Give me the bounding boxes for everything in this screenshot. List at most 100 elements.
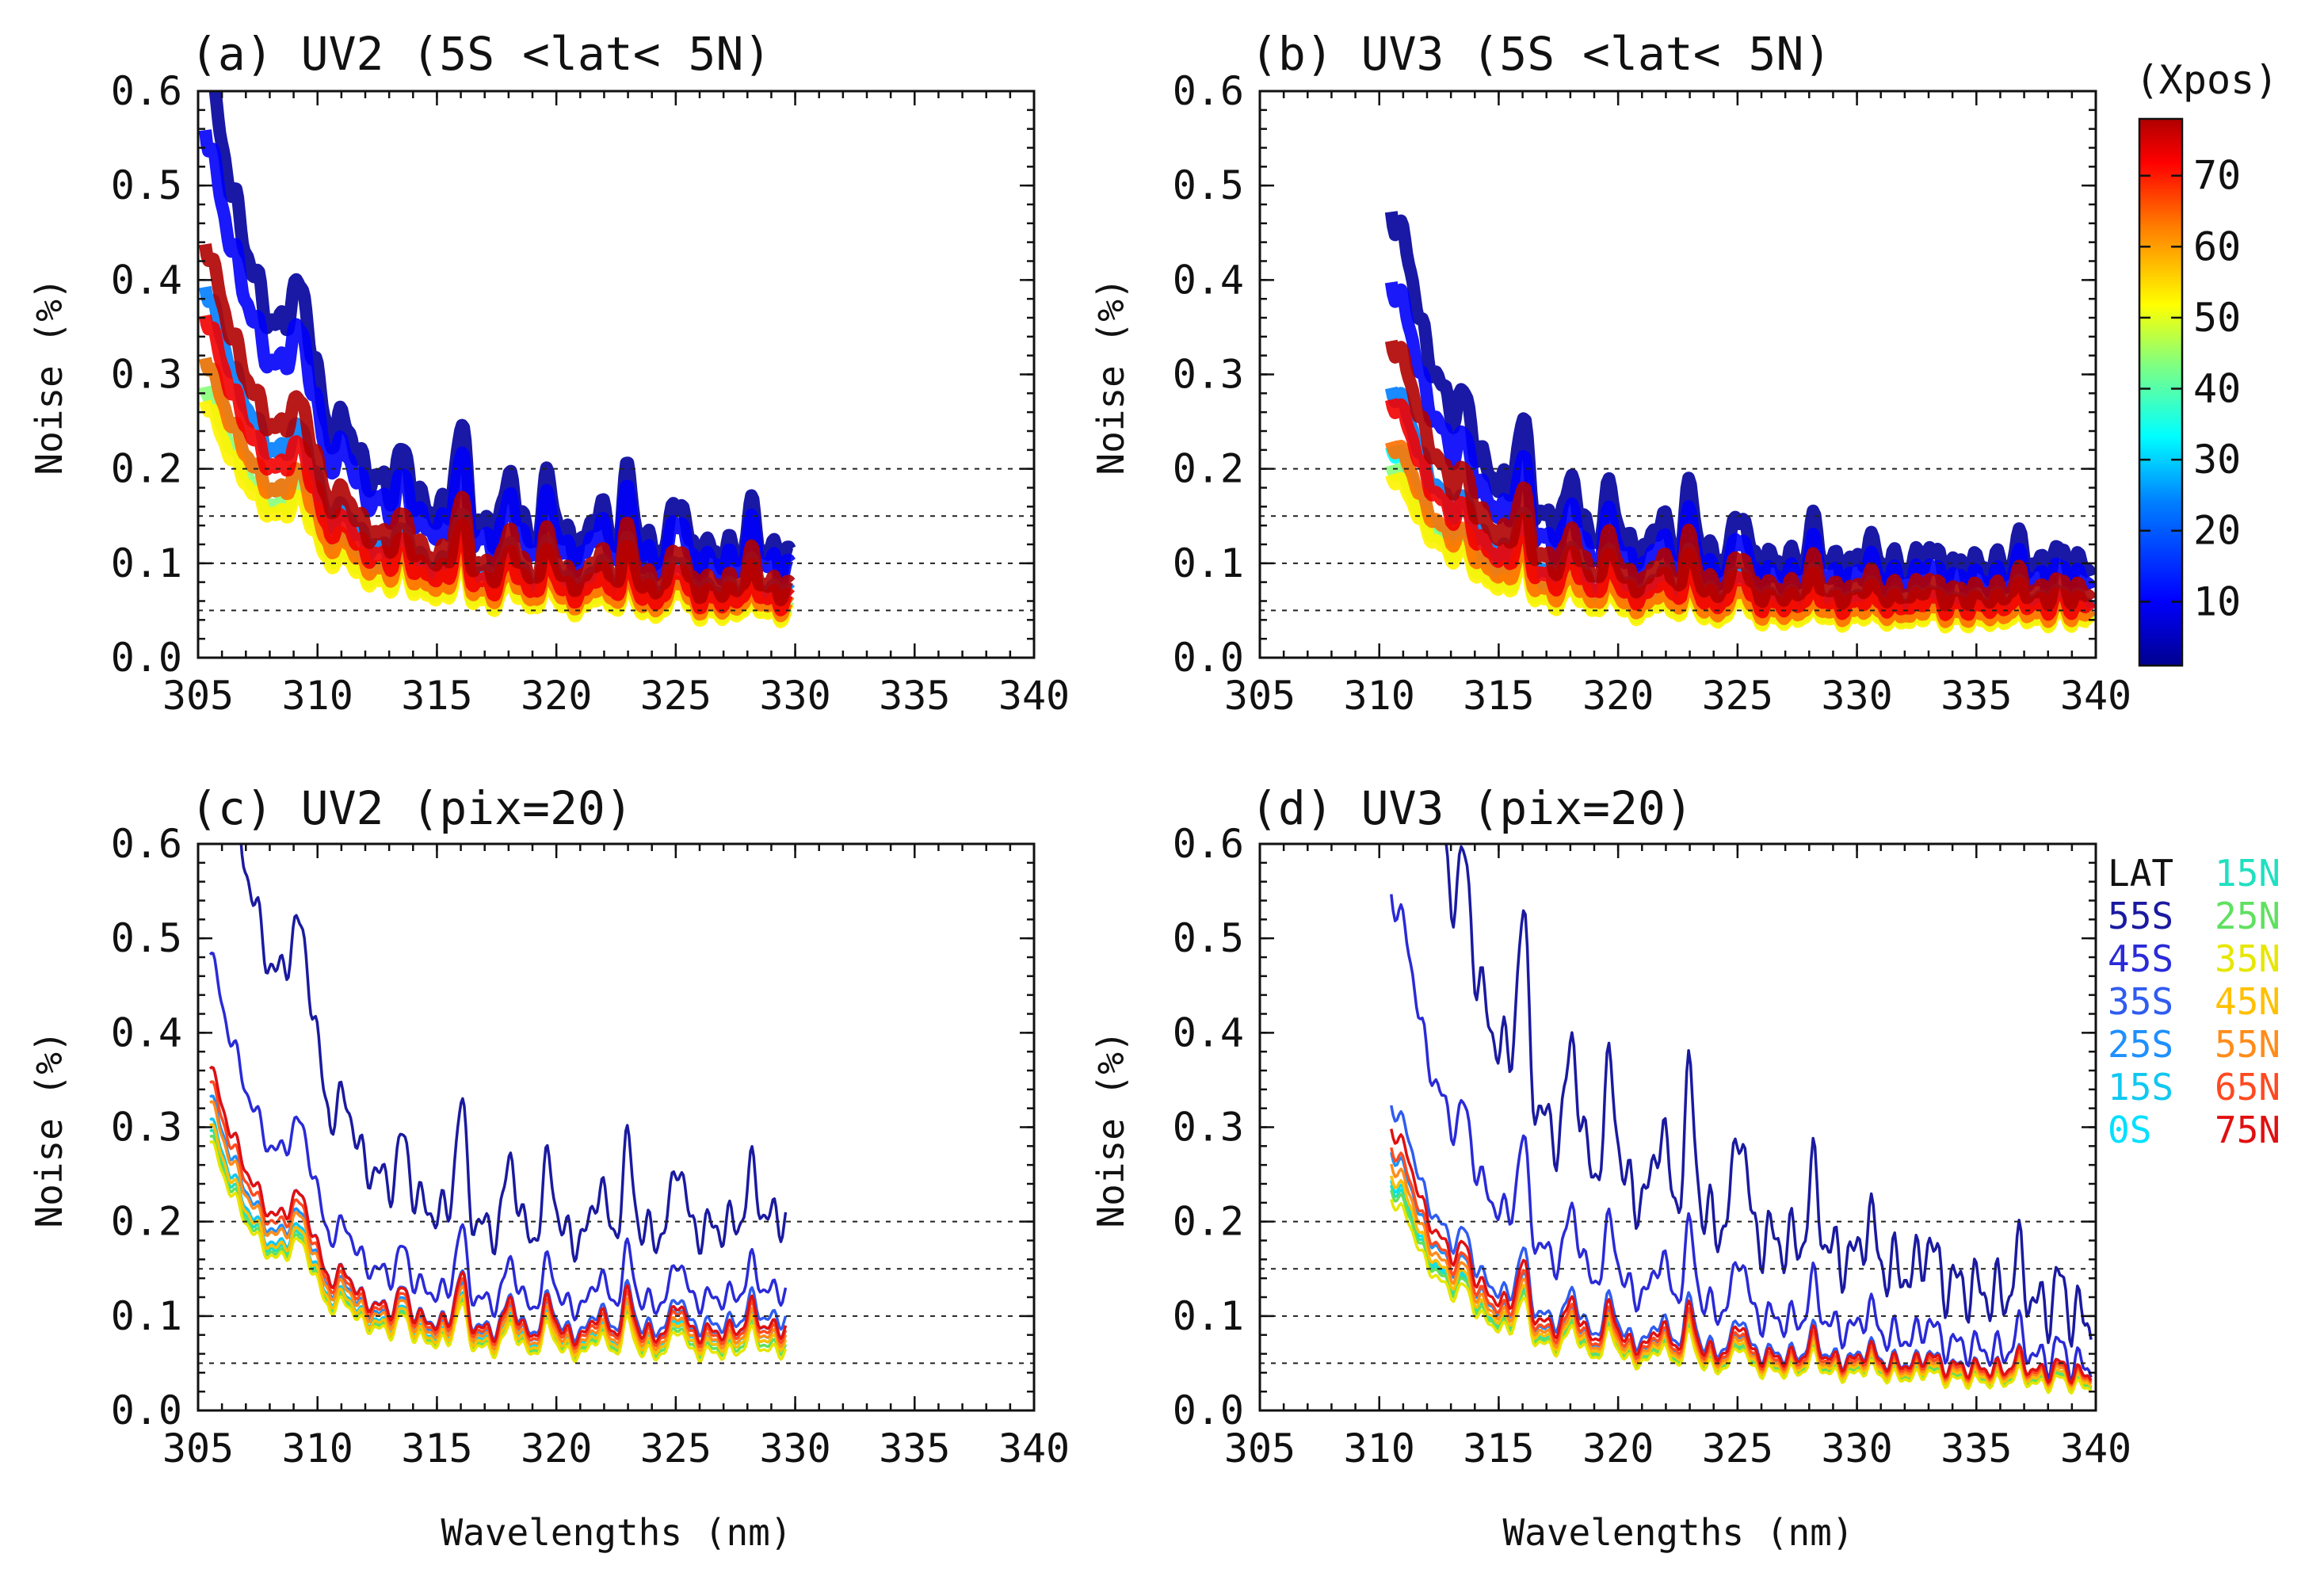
panel-c-frame — [197, 842, 1036, 1412]
panel-d-title: (d) UV3 (pix=20) — [1250, 781, 1693, 835]
panel-d-ytick-label: 0.5 — [1173, 915, 1244, 961]
panel-c-series — [208, 844, 788, 1364]
panel-a-xtick-label: 305 — [162, 673, 234, 719]
legend-item-35S: 35S — [2108, 980, 2173, 1023]
panel-c-xtick-label: 330 — [759, 1426, 830, 1471]
panel-a-series-xpos-10 — [199, 129, 796, 591]
panel-d-xtick-label: 310 — [1344, 1426, 1415, 1471]
panel-a-xtick-label: 320 — [521, 673, 592, 719]
legend-item-55S: 55S — [2108, 895, 2173, 937]
colorbar-tick-label: 70 — [2193, 153, 2241, 199]
panel-d-ytick-label: 0.0 — [1173, 1387, 1244, 1433]
panel-d-xtick-label: 335 — [1940, 1426, 2012, 1471]
colorbar-tick-label: 40 — [2193, 366, 2241, 412]
panel-d-frame — [1258, 842, 2097, 1412]
panel-c-ytick-label: 0.3 — [111, 1105, 182, 1151]
panel-d-xtick-label: 315 — [1463, 1426, 1534, 1471]
legend-item-75N: 75N — [2215, 1109, 2280, 1151]
panel-d-ytick-label: 0.4 — [1173, 1010, 1244, 1055]
colorbar-tick-label: 30 — [2193, 437, 2241, 483]
panel-a-title: (a) UV2 (5S <lat< 5N) — [190, 27, 771, 81]
panel-b-xtick-label: 310 — [1344, 673, 1415, 719]
panel-c-ytick-label: 0.4 — [111, 1010, 182, 1055]
colorbar: (Xpos) 10 20 30 40 50 60 70 — [2135, 57, 2279, 667]
panel-b-xtick-label: 315 — [1463, 673, 1534, 719]
panel-c: (c) UV2 (pix=20) Noise (%) Wavelengths (… — [28, 781, 1070, 1554]
panel-a-ylabel: Noise (%) — [28, 277, 71, 475]
panel-c-ytick-label: 0.0 — [111, 1387, 182, 1433]
panel-d-ytick-label: 0.3 — [1173, 1105, 1244, 1151]
panel-c-xtick-label: 320 — [521, 1426, 592, 1471]
panel-d-xtick-label: 330 — [1821, 1426, 1892, 1471]
panel-b-ytick-label: 0.2 — [1173, 446, 1244, 492]
panel-a-ytick-label: 0.0 — [111, 635, 182, 681]
panel-c-ytick-label: 0.2 — [111, 1199, 182, 1245]
panel-c-series-75N — [208, 1066, 788, 1347]
panel-a-xtick-label: 335 — [879, 673, 950, 719]
panel-b-series-xpos-78 — [1384, 339, 2096, 612]
panel-a-ytick-label: 0.6 — [111, 68, 182, 114]
panel-b-xtick-label: 330 — [1821, 673, 1892, 719]
panel-b-series-xpos-2 — [1384, 211, 2096, 590]
panel-b-ytick-label: 0.4 — [1173, 257, 1244, 303]
panel-d: (d) UV3 (pix=20) Noise (%) Wavelengths (… — [1089, 781, 2131, 1554]
legend-item-15S: 15S — [2108, 1066, 2173, 1109]
panel-c-xtick-label: 305 — [162, 1426, 234, 1471]
panel-a-xtick-label: 330 — [759, 673, 830, 719]
panel-d-ytick-label: 0.1 — [1173, 1293, 1244, 1339]
legend-item-25S: 25S — [2108, 1023, 2173, 1066]
panel-a-xtick-label: 315 — [401, 673, 472, 719]
legend-header: LAT — [2108, 852, 2173, 895]
panel-d-xtick-label: 305 — [1224, 1426, 1296, 1471]
panel-c-xtick-label: 335 — [879, 1426, 950, 1471]
panel-b-ytick-label: 0.0 — [1173, 635, 1244, 681]
panel-b: (b) UV3 (5S <lat< 5N) Noise (%) 305 310 31… — [1089, 27, 2131, 719]
panel-c-ylabel: Noise (%) — [28, 1030, 71, 1227]
panel-a-ytick-label: 0.1 — [111, 540, 182, 586]
panel-b-xtick-label: 320 — [1582, 673, 1654, 719]
panel-b-xtick-label: 305 — [1224, 673, 1296, 719]
panel-c-ytick-label: 0.6 — [111, 821, 182, 867]
panel-c-ticks: 305 310 315 320 325 330 335 340 0.0 0.1 0.2 0.3 0.4 0… — [111, 821, 1070, 1471]
panel-d-ytick-label: 0.2 — [1173, 1199, 1244, 1245]
panel-d-series-25N — [1390, 1189, 2093, 1393]
panel-b-ylabel: Noise (%) — [1089, 277, 1132, 475]
legend-item-55N: 55N — [2215, 1023, 2280, 1066]
panel-a-xtick-label: 310 — [282, 673, 353, 719]
legend-item-45N: 45N — [2215, 980, 2280, 1023]
panel-c-title: (c) UV2 (pix=20) — [190, 781, 633, 835]
panel-a-series — [199, 91, 796, 628]
legend-item-35N: 35N — [2215, 937, 2280, 980]
panel-c-series-55S — [239, 844, 788, 1263]
legend-item-15N: 15N — [2215, 852, 2280, 895]
panel-d-ticks: 305 310 315 320 325 330 335 340 0.0 0.1 0.2 0.3 0.4 0… — [1173, 821, 2131, 1471]
legend-item-65N: 65N — [2215, 1066, 2280, 1109]
panel-b-xtick-label: 325 — [1702, 673, 1773, 719]
panel-a: (a) UV2 (5S <lat< 5N) Noise (%) 305 310 31… — [28, 27, 1070, 719]
panel-d-series-35N — [1390, 1199, 2093, 1395]
panel-d-series-75N — [1390, 1128, 2093, 1384]
panel-c-ytick-label: 0.5 — [111, 915, 182, 961]
panel-d-xlabel: Wavelengths (nm) — [1502, 1511, 1853, 1554]
colorbar-title: (Xpos) — [2135, 57, 2279, 103]
panel-c-xtick-label: 310 — [282, 1426, 353, 1471]
panel-b-series — [1384, 211, 2096, 634]
colorbar-ticks: 10 20 30 40 50 60 70 — [2139, 153, 2241, 624]
panel-d-ytick-label: 0.6 — [1173, 821, 1244, 867]
colorbar-tick-label: 50 — [2193, 295, 2241, 341]
colorbar-ramp — [2138, 117, 2184, 667]
panel-b-ticks: 305 310 315 320 325 330 335 340 0.0 0.1 0.2 0.3 0.4 0… — [1173, 68, 2131, 719]
panel-d-ylabel: Noise (%) — [1089, 1030, 1132, 1227]
panel-b-title: (b) UV3 (5S <lat< 5N) — [1250, 27, 1831, 81]
panel-d-xtick-label: 320 — [1582, 1426, 1654, 1471]
panel-a-ytick-label: 0.3 — [111, 352, 182, 398]
panel-a-ytick-label: 0.5 — [111, 162, 182, 208]
panel-d-xtick-label: 340 — [2060, 1426, 2131, 1471]
legend-item-0S: 0S — [2108, 1109, 2151, 1151]
panel-a-series-xpos-78 — [199, 243, 796, 607]
legend-item-45S: 45S — [2108, 937, 2173, 980]
panel-c-xtick-label: 340 — [998, 1426, 1070, 1471]
